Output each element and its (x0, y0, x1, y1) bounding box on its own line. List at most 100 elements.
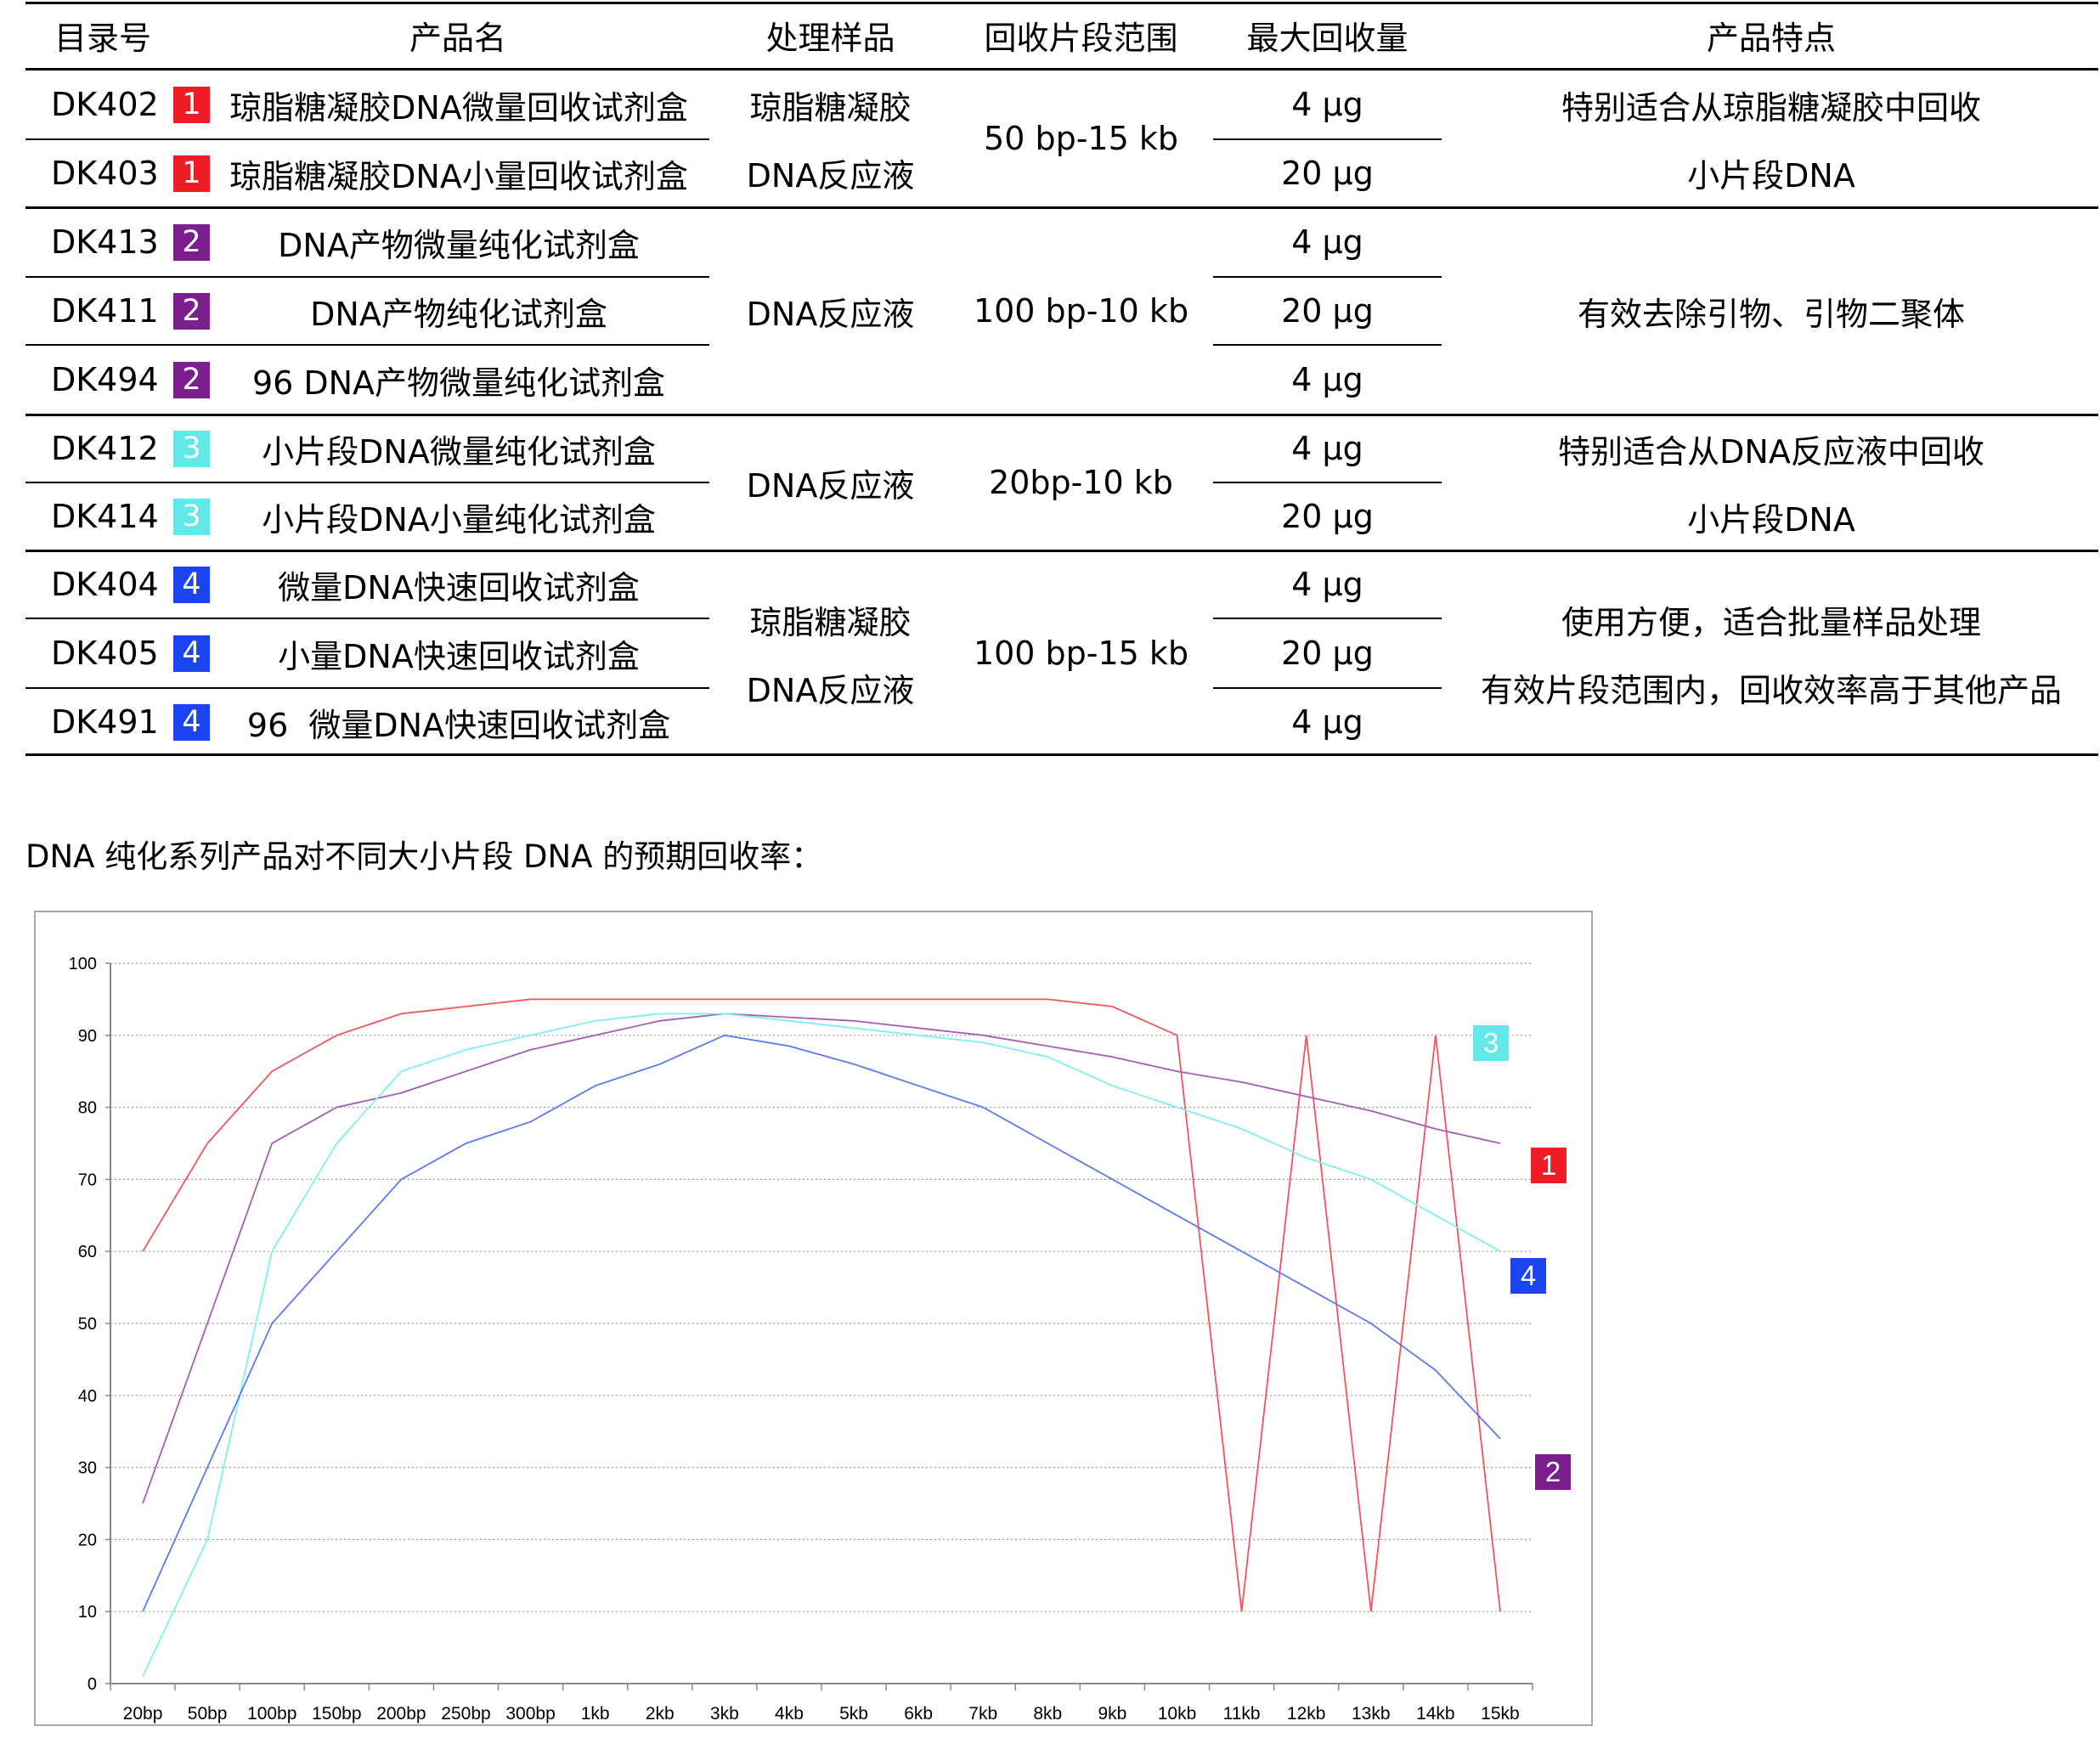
fragment-range: 100 bp-10 kb (973, 292, 1189, 330)
catalog-code-cell: DK403 1 (51, 139, 220, 207)
sample-type: DNA反应液 (746, 295, 915, 333)
group-rule (25, 206, 2098, 209)
x-tick-label: 200bp (376, 1704, 426, 1724)
product-name: 小片段DNA微量纯化试剂盒 (262, 432, 656, 471)
x-tick-label: 250bp (441, 1704, 490, 1724)
chart-intro-text: DNA 纯化系列产品对不同大小片段 DNA 的预期回收率： (25, 838, 823, 875)
catalog-code: DK405 (51, 635, 159, 672)
y-tick-label: 100 (69, 955, 97, 973)
y-tick-label: 50 (78, 1315, 97, 1334)
product-name: DNA产物微量纯化试剂盒 (278, 226, 640, 264)
x-tick-label: 9kb (1098, 1704, 1126, 1724)
max-recovery-amount: 20 μg (1281, 498, 1374, 535)
sample-type: 琼脂糖凝胶 (749, 88, 912, 127)
series-1-line (142, 998, 1501, 1612)
series-badge: 4 (173, 635, 210, 672)
catalog-code: DK414 (51, 498, 159, 535)
x-tick-label: 11kb (1223, 1704, 1261, 1724)
product-name: 小片段DNA小量纯化试剂盒 (262, 500, 656, 539)
series-1-badge-label: 1 (1541, 1149, 1556, 1181)
catalog-code: DK494 (51, 361, 159, 398)
product-name: 96 微量DNA快速回收试剂盒 (246, 706, 671, 744)
column-header: 处理样品 (765, 19, 895, 57)
amount-rule (1213, 618, 1442, 619)
max-recovery-amount: 4 μg (1291, 223, 1363, 261)
row-rule (25, 276, 709, 278)
row-rule (25, 138, 709, 140)
y-tick-label: 0 (88, 1675, 97, 1694)
amount-rule (1213, 482, 1442, 483)
max-recovery-amount: 4 μg (1291, 703, 1363, 741)
catalog-code-cell: DK491 4 (51, 688, 220, 756)
series-4-line (142, 1034, 1501, 1612)
y-tick-label: 90 (78, 1027, 97, 1046)
product-feature: 有效片段范围内，回收效率高于其他产品 (1480, 671, 2062, 709)
fragment-range: 20bp-10 kb (989, 464, 1173, 501)
max-recovery-amount: 4 μg (1291, 430, 1363, 467)
column-header: 回收片段范围 (984, 19, 1178, 57)
catalog-code: DK413 (51, 223, 159, 261)
product-spec-table: 目录号 产品名 处理样品 回收片段范围 最大回收量 产品特点 DK402 1 琼脂糖凝胶DNA微… (25, 0, 2098, 756)
max-recovery-amount: 20 μg (1281, 155, 1374, 192)
y-tick-label: 80 (78, 1099, 97, 1118)
x-tick-label: 13kb (1352, 1704, 1391, 1724)
product-feature: 小片段DNA (1687, 156, 1855, 195)
group-rule (25, 550, 2098, 552)
y-tick-label: 70 (78, 1171, 97, 1189)
table-top-rule (25, 2, 2098, 4)
catalog-code-cell: DK413 2 (51, 207, 220, 277)
product-name: 微量DNA快速回收试剂盒 (278, 568, 640, 607)
product-feature: 使用方便，适合批量样品处理 (1561, 603, 1981, 641)
amount-rule (1213, 687, 1442, 689)
group-rule (25, 753, 2098, 756)
group-rule (25, 414, 2098, 416)
series-3-badge (1473, 1025, 1509, 1061)
row-rule (25, 618, 709, 619)
series-badge: 1 (173, 155, 210, 192)
y-tick-label: 30 (78, 1459, 97, 1478)
row-rule (25, 344, 709, 346)
series-badge: 3 (173, 430, 210, 467)
x-tick-label: 4kb (775, 1704, 804, 1724)
max-recovery-amount: 20 μg (1281, 292, 1374, 330)
product-name: 琼脂糖凝胶DNA小量回收试剂盒 (229, 157, 688, 195)
catalog-code: DK412 (51, 430, 159, 467)
recovery-rate-chart-svg: 0 10 20 30 40 50 60 70 80 90 100 20bp 50bp 100bp 150bp… (69, 955, 1571, 1724)
series-2-badge-label: 2 (1545, 1456, 1561, 1487)
x-tick-label: 3kb (710, 1704, 739, 1724)
max-recovery-amount: 4 μg (1291, 361, 1363, 398)
series-1-badge (1531, 1148, 1567, 1183)
y-tick-label: 60 (78, 1243, 97, 1261)
series-badge: 4 (173, 566, 210, 603)
column-header: 目录号 (54, 19, 152, 57)
table-header-rule (25, 68, 2098, 71)
amount-rule (1213, 138, 1442, 140)
catalog-code-cell: DK414 3 (51, 482, 220, 550)
x-tick-label: 150bp (312, 1704, 361, 1724)
max-recovery-amount: 4 μg (1291, 86, 1363, 123)
fragment-range: 100 bp-15 kb (973, 635, 1189, 672)
x-tick-label: 5kb (839, 1704, 868, 1724)
product-name: 小量DNA快速回收试剂盒 (278, 637, 640, 675)
y-tick-label: 10 (78, 1603, 97, 1622)
series-4-badge-label: 4 (1521, 1260, 1536, 1291)
sample-type: DNA反应液 (746, 466, 915, 505)
x-tick-label: 1kb (581, 1704, 610, 1724)
x-tick-label: 100bp (247, 1704, 296, 1724)
product-name: 96 DNA产物微量纯化试剂盒 (251, 364, 666, 402)
series-2-line (142, 1013, 1501, 1504)
series-3-badge-label: 3 (1483, 1027, 1499, 1058)
x-tick-label: 300bp (505, 1704, 555, 1724)
row-rule (25, 687, 709, 689)
y-tick-label: 20 (78, 1531, 97, 1549)
recovery-rate-chart: 0 10 20 30 40 50 60 70 80 90 100 20bp 50bp 100bp 150bp… (34, 911, 1593, 1726)
x-tick-label: 6kb (904, 1704, 933, 1724)
catalog-code: DK403 (51, 155, 159, 192)
catalog-code-cell: DK405 4 (51, 618, 220, 688)
catalog-code-cell: DK412 3 (51, 415, 220, 482)
x-tick-label: 7kb (968, 1704, 997, 1724)
row-rule (25, 482, 709, 483)
series-badge: 1 (173, 86, 210, 123)
catalog-code-cell: DK402 1 (51, 70, 220, 139)
product-feature: 小片段DNA (1687, 500, 1855, 539)
